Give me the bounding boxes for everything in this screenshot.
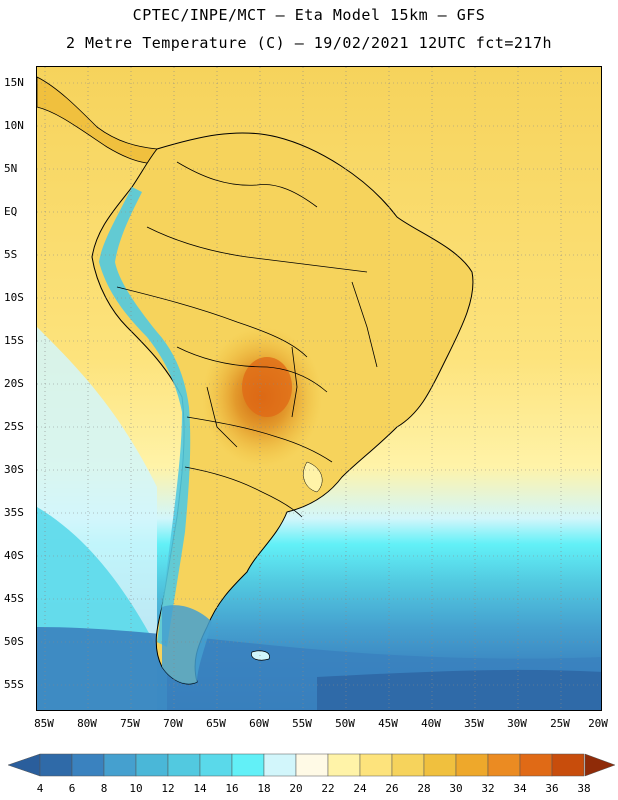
color-bar-cell [135, 753, 169, 777]
lat-label-5n: 5N [4, 162, 18, 175]
country-borders [116, 161, 378, 518]
lat-label-35s: 35S [4, 506, 24, 519]
far-south-band [317, 669, 601, 710]
cbar-tick-14: 14 [193, 782, 207, 795]
temperature-map [36, 66, 602, 711]
cbar-tick-24: 24 [353, 782, 367, 795]
lon-label-75w: 75W [120, 717, 140, 730]
patagonia-cool [162, 605, 212, 684]
lon-label-35w: 35W [464, 717, 484, 730]
lat-label-15s: 15S [4, 334, 24, 347]
color-bar-cell [103, 753, 137, 777]
cbar-tick-34: 34 [513, 782, 527, 795]
lon-label-40w: 40W [421, 717, 441, 730]
cbar-tick-22: 22 [321, 782, 335, 795]
color-bar-low-arrow [7, 753, 41, 777]
lat-label-5s: 5S [4, 248, 18, 261]
color-bar-cells [39, 753, 585, 777]
lat-label-25s: 25S [4, 420, 24, 433]
title-line-2: 2 Metre Temperature (C) – 19/02/2021 12U… [65, 34, 553, 52]
lat-label-20s: 20S [4, 377, 24, 390]
color-bar-cell [199, 753, 233, 777]
color-bar-cell [39, 753, 73, 777]
cbar-tick-18: 18 [257, 782, 271, 795]
color-bar-cell [71, 753, 105, 777]
color-bar-cell [231, 753, 265, 777]
lon-label-20w: 20W [588, 717, 608, 730]
cbar-tick-16: 16 [225, 782, 239, 795]
lat-label-50s: 50S [4, 635, 24, 648]
title-line-1: CPTEC/INPE/MCT – Eta Model 15km – GFS [132, 6, 486, 24]
falkland-islands [251, 650, 270, 661]
cbar-tick-4: 4 [36, 782, 44, 795]
color-bar-cell [327, 753, 361, 777]
color-bar-cell [167, 753, 201, 777]
lon-label-85w: 85W [34, 717, 54, 730]
hot-core [242, 357, 292, 417]
lat-label-45s: 45S [4, 592, 24, 605]
lat-label-eq: EQ [4, 205, 18, 218]
color-bar-cell [263, 753, 297, 777]
lat-label-10n: 10N [4, 119, 24, 132]
lon-label-30w: 30W [507, 717, 527, 730]
lake-patch [303, 461, 323, 493]
cbar-tick-32: 32 [481, 782, 495, 795]
color-bar-cell [551, 753, 585, 777]
lat-label-15n: 15N [4, 76, 24, 89]
lon-label-25w: 25W [550, 717, 570, 730]
color-bar-cell [487, 753, 521, 777]
lat-label-55s: 55S [4, 678, 24, 691]
andes-cool-strip [99, 187, 191, 647]
color-bar [7, 753, 616, 777]
lon-label-65w: 65W [206, 717, 226, 730]
lon-label-60w: 60W [249, 717, 269, 730]
cbar-tick-26: 26 [385, 782, 399, 795]
color-bar-cell [359, 753, 393, 777]
cbar-tick-6: 6 [68, 782, 76, 795]
cbar-tick-36: 36 [545, 782, 559, 795]
lon-label-70w: 70W [163, 717, 183, 730]
color-bar-cell [455, 753, 489, 777]
cbar-tick-8: 8 [100, 782, 108, 795]
lon-label-55w: 55W [292, 717, 312, 730]
color-bar-high-arrow [584, 753, 616, 777]
cbar-tick-38: 38 [577, 782, 591, 795]
color-bar-cell [423, 753, 457, 777]
lon-label-80w: 80W [77, 717, 97, 730]
lat-label-40s: 40S [4, 549, 24, 562]
cbar-tick-10: 10 [129, 782, 143, 795]
lat-label-10s: 10S [4, 291, 24, 304]
lat-label-30s: 30S [4, 463, 24, 476]
color-bar-cell [295, 753, 329, 777]
cbar-tick-28: 28 [417, 782, 431, 795]
color-bar-cell [519, 753, 553, 777]
cbar-tick-20: 20 [289, 782, 303, 795]
lon-label-50w: 50W [335, 717, 355, 730]
cbar-tick-12: 12 [161, 782, 175, 795]
cbar-tick-30: 30 [449, 782, 463, 795]
lon-label-45w: 45W [378, 717, 398, 730]
color-bar-cell [391, 753, 425, 777]
